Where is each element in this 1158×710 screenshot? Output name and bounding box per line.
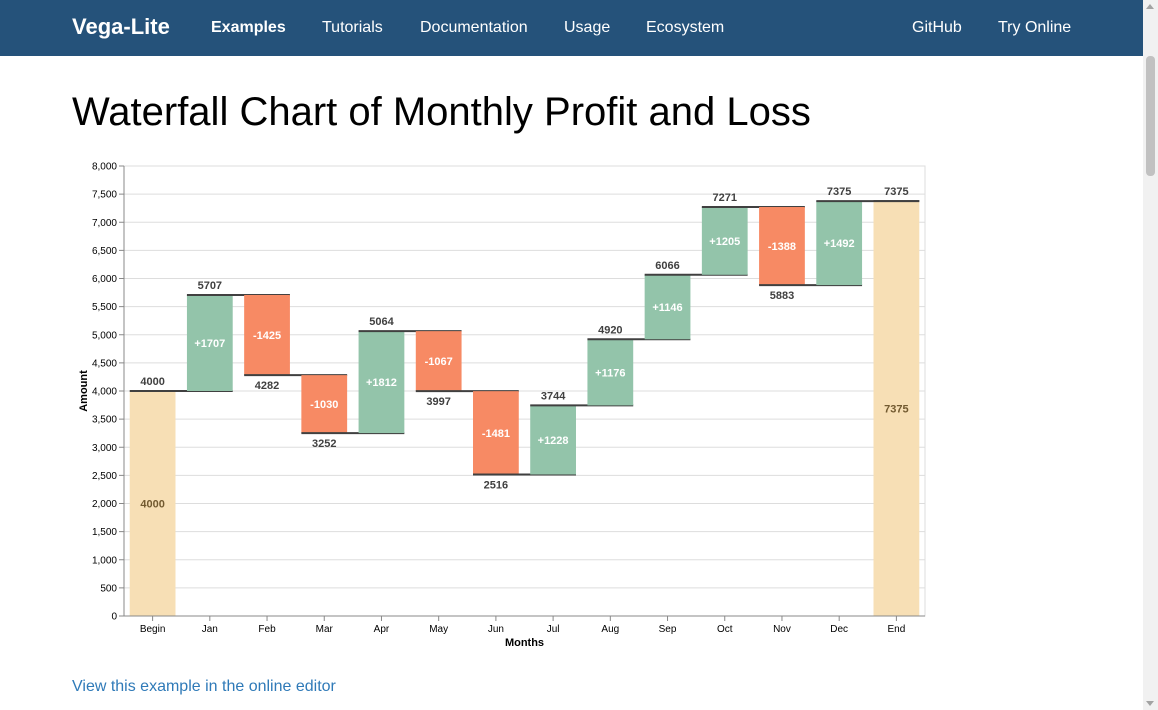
x-tick-label: May xyxy=(429,624,448,635)
y-tick-label: 5,000 xyxy=(92,330,117,341)
bar-may xyxy=(415,331,462,392)
scroll-down-arrow-icon[interactable] xyxy=(1146,701,1154,706)
bar-apr xyxy=(358,331,405,434)
brand-logo-link[interactable]: Vega-Lite xyxy=(72,14,170,39)
y-tick-label: 0 xyxy=(111,612,117,623)
bar-oct xyxy=(701,207,748,275)
y-tick-label: 2,000 xyxy=(92,499,117,510)
x-tick-label: Oct xyxy=(717,624,733,635)
x-tick-label: Nov xyxy=(773,624,791,635)
bar-end xyxy=(873,201,920,616)
nav-usage[interactable]: Usage xyxy=(564,19,611,36)
y-tick-label: 3,000 xyxy=(92,443,117,454)
bar-top-label: 4920 xyxy=(598,324,622,336)
bar-inner-label: +1707 xyxy=(194,338,225,350)
x-tick-label: Mar xyxy=(316,624,334,635)
bar-inner-label: -1030 xyxy=(310,399,338,411)
bar-dec xyxy=(816,201,863,286)
nav-github[interactable]: GitHub xyxy=(912,19,962,36)
bar-feb xyxy=(244,294,290,376)
y-tick-label: 500 xyxy=(100,583,117,594)
x-tick-label: Aug xyxy=(601,624,619,635)
nav-documentation[interactable]: Documentation xyxy=(420,19,528,36)
x-tick-label: Sep xyxy=(659,624,677,635)
nav-ecosystem[interactable]: Ecosystem xyxy=(646,19,725,36)
y-tick-label: 6,000 xyxy=(92,274,117,285)
y-tick-label: 7,000 xyxy=(92,218,117,229)
y-tick-label: 6,500 xyxy=(92,246,117,257)
bar-aug xyxy=(587,339,634,406)
bar-top-label: 3744 xyxy=(541,390,566,402)
bar-bottom-label: 2516 xyxy=(484,479,508,491)
x-tick-label: Jul xyxy=(547,624,560,635)
x-tick-label: Jan xyxy=(202,624,218,635)
bar-top-label: 7271 xyxy=(713,192,737,204)
bar-top-label: 5064 xyxy=(369,316,394,328)
y-tick-label: 5,500 xyxy=(92,302,117,313)
bar-bottom-label: 4282 xyxy=(255,380,279,392)
y-tick-label: 4,000 xyxy=(92,387,117,398)
y-tick-label: 1,500 xyxy=(92,527,117,538)
y-tick-label: 1,000 xyxy=(92,555,117,566)
y-tick-label: 2,500 xyxy=(92,471,117,482)
bar-inner-label: -1425 xyxy=(253,330,281,342)
bar-top-label: 5707 xyxy=(198,280,222,292)
bar-inner-label: +1812 xyxy=(366,377,397,389)
bar-top-label: 7375 xyxy=(884,186,908,198)
bar-bottom-label: 3997 xyxy=(426,396,450,408)
bar-jul xyxy=(530,405,576,475)
bar-begin xyxy=(129,391,176,616)
y-tick-label: 3,500 xyxy=(92,415,117,426)
x-tick-label: Jun xyxy=(488,624,504,635)
bar-inner-label: -1067 xyxy=(425,356,453,368)
top-navbar: Vega-Lite Examples Tutorials Documentati… xyxy=(0,0,1143,56)
page-title: Waterfall Chart of Monthly Profit and Lo… xyxy=(72,90,811,134)
x-tick-label: Feb xyxy=(258,624,276,635)
vertical-scrollbar[interactable] xyxy=(1143,0,1158,710)
y-tick-label: 8,000 xyxy=(92,162,117,173)
x-tick-label: Dec xyxy=(830,624,848,635)
bar-inner-label: +1492 xyxy=(824,238,855,250)
nav-try-online[interactable]: Try Online xyxy=(998,19,1072,36)
bar-bottom-label: 3252 xyxy=(312,438,336,450)
x-axis-title: Months xyxy=(505,637,544,649)
x-tick-label: Apr xyxy=(374,624,390,635)
bar-jan xyxy=(186,294,233,391)
bar-top-label: 7375 xyxy=(827,186,851,198)
open-editor-link[interactable]: View this example in the online editor xyxy=(72,678,336,695)
bar-inner-label: -1388 xyxy=(768,241,796,253)
bar-top-label: 4000 xyxy=(140,376,164,388)
bar-jun xyxy=(473,391,519,475)
bar-inner-label: +1228 xyxy=(538,435,569,447)
bar-inner-label: +1146 xyxy=(652,302,682,314)
waterfall-chart: 0 500 1,000 1,500 2,000 2,500 3,000 3,500 4,000 4… xyxy=(78,162,926,649)
nav-tutorials[interactable]: Tutorials xyxy=(322,19,383,36)
y-tick-label: 4,500 xyxy=(92,358,117,369)
bar-inner-label: 7375 xyxy=(884,404,908,416)
bar-inner-label: +1205 xyxy=(709,236,740,248)
y-axis-title: Amount xyxy=(78,370,90,412)
x-tick-label: End xyxy=(887,624,905,635)
bar-bottom-label: 5883 xyxy=(770,290,794,302)
bar-mar xyxy=(301,375,348,434)
bar-top-label: 6066 xyxy=(655,260,679,272)
nav-examples[interactable]: Examples xyxy=(211,19,286,36)
x-tick-label: Begin xyxy=(140,624,166,635)
scroll-up-arrow-icon[interactable] xyxy=(1146,4,1154,9)
y-tick-label: 7,500 xyxy=(92,190,117,201)
bar-inner-label: +1176 xyxy=(595,367,625,379)
bar-inner-label: -1481 xyxy=(482,428,510,440)
bar-sep xyxy=(644,274,691,340)
bar-nov xyxy=(759,207,805,286)
scrollbar-thumb[interactable] xyxy=(1146,56,1155,176)
bar-inner-label: 4000 xyxy=(140,499,164,511)
